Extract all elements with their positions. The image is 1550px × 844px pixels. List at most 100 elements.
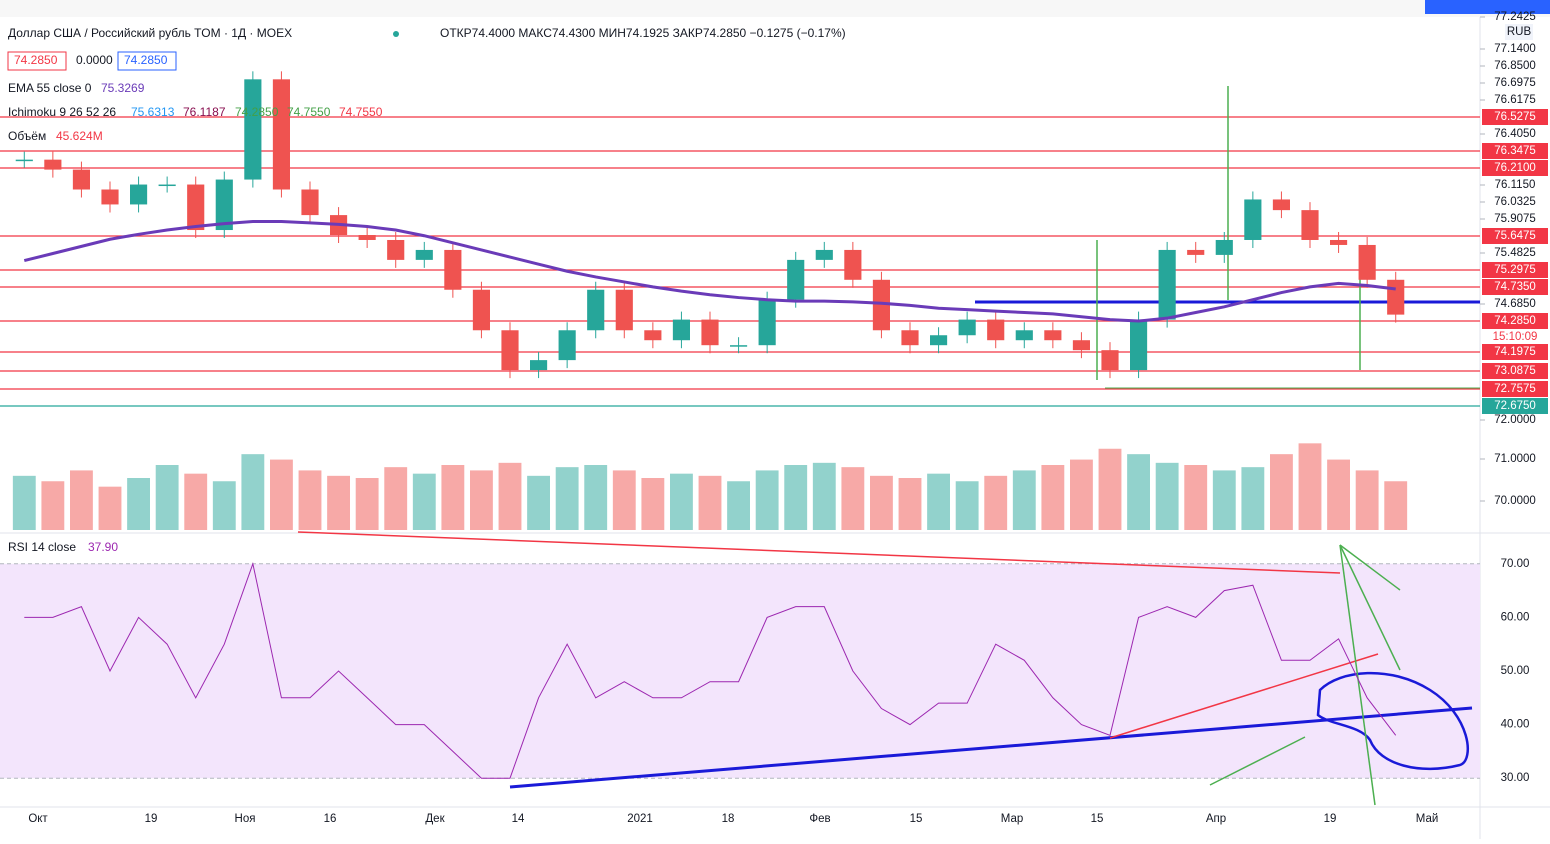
volume-bar <box>812 462 836 530</box>
trend-line[interactable] <box>1109 653 1379 739</box>
price-box <box>7 51 67 71</box>
indicator-value: 74.2850 <box>235 105 279 119</box>
candle-body <box>1130 319 1148 371</box>
x-tick-label: Май <box>1416 813 1439 825</box>
volume-bar <box>412 473 436 530</box>
candle-body <box>644 330 662 341</box>
x-tick-label: Ноя <box>235 813 256 825</box>
volume-bar <box>1270 454 1293 530</box>
indicator-label[interactable]: EMA 55 close 0 <box>8 81 92 95</box>
x-tick-label: 14 <box>512 813 525 825</box>
indicator-label[interactable]: Объём <box>8 129 46 143</box>
volume-bar <box>1298 443 1322 530</box>
fib-fan[interactable] <box>1209 736 1306 786</box>
x-tick-label: 16 <box>324 813 337 825</box>
volume-bar <box>1127 454 1150 530</box>
candle-body <box>844 249 862 280</box>
circle-drawing[interactable] <box>1316 671 1469 771</box>
indicator-value: 76.1187 <box>183 105 226 119</box>
volume-bar <box>555 467 579 530</box>
volume-bar <box>12 475 36 530</box>
volume-bar <box>127 478 150 530</box>
candle-body <box>672 319 690 341</box>
x-tick-label: 18 <box>722 813 735 825</box>
toolbar[interactable] <box>0 0 1550 17</box>
rsi-line <box>24 561 1397 779</box>
volume-bar <box>298 470 322 530</box>
price-box-text: 74.2850 <box>14 53 58 67</box>
candle-body <box>1101 350 1119 371</box>
volume-bar <box>1041 465 1065 530</box>
volume-bar <box>384 467 408 530</box>
candle-body <box>958 319 976 336</box>
candle-body <box>730 345 748 347</box>
price-tick-label: 76.5275 <box>1494 111 1536 123</box>
volume-bar <box>441 465 465 530</box>
countdown: 15:10:09 <box>1493 331 1538 343</box>
symbol-title[interactable]: Доллар США / Российский рубль TOM · 1Д ·… <box>8 26 292 40</box>
candle-body <box>1330 239 1348 245</box>
volume-bar <box>70 470 93 530</box>
indicator-label[interactable]: RSI 14 close <box>8 540 76 554</box>
indicator-label[interactable]: Ichimoku 9 26 52 26 <box>8 105 116 119</box>
x-tick-label: Апр <box>1206 813 1226 825</box>
volume-bar <box>155 465 179 530</box>
indicator-value: 75.6313 <box>131 105 175 119</box>
candle-body <box>187 184 205 231</box>
price-tick-label: 76.3475 <box>1494 145 1536 157</box>
candle-body <box>558 330 576 361</box>
candle-body <box>987 319 1005 341</box>
price-tick-label: 73.0875 <box>1494 365 1536 377</box>
ema-line <box>23 220 1396 323</box>
volume-bar <box>355 478 379 530</box>
currency-box[interactable] <box>1505 24 1533 40</box>
volume-bar <box>212 481 236 530</box>
volume-bar <box>41 481 65 530</box>
volume-bar <box>1070 459 1093 530</box>
volume-bar <box>841 467 865 530</box>
x-tick-label: Мар <box>1001 813 1024 825</box>
candle-body <box>1387 279 1405 315</box>
x-tick-label: Окт <box>28 813 48 825</box>
trend-line[interactable] <box>297 531 1341 574</box>
candle-body <box>901 330 919 346</box>
trend-line[interactable] <box>509 706 1473 789</box>
price-tick-label: 77.2425 <box>1494 11 1536 23</box>
publish-button[interactable] <box>1425 0 1550 14</box>
candle-body <box>1158 249 1176 320</box>
volume-bar <box>984 475 1008 530</box>
rsi-tick-label: 50.00 <box>1501 665 1530 677</box>
candle-body <box>1301 210 1319 240</box>
candle-body <box>587 289 605 331</box>
price-label-box <box>1482 344 1548 360</box>
price-box <box>117 51 177 71</box>
volume-bar <box>870 475 893 530</box>
candle-body <box>758 299 776 346</box>
price-tick-label: 76.0325 <box>1494 196 1536 208</box>
candle-body <box>930 335 948 346</box>
volume-bar <box>784 465 808 530</box>
fib-fan[interactable] <box>1339 544 1376 806</box>
volume-bar <box>1155 462 1179 530</box>
candle-body <box>1044 330 1062 341</box>
price-label-box <box>1482 313 1548 329</box>
indicator-value: 45.624M <box>56 129 103 143</box>
volume-bar <box>641 478 665 530</box>
candle-body <box>244 79 262 180</box>
volume-bar <box>584 465 608 530</box>
candle-body <box>301 189 319 216</box>
candle-body <box>387 239 405 260</box>
price-tick-label: 76.2100 <box>1494 162 1536 174</box>
candle-body <box>415 249 433 260</box>
volume-bar <box>327 475 350 530</box>
price-tick-label: 75.6475 <box>1494 230 1536 242</box>
fib-fan[interactable] <box>1339 544 1401 671</box>
status-dot <box>393 31 399 37</box>
candle-body <box>1272 199 1290 211</box>
price-box-text: 0.0000 <box>76 53 113 67</box>
volume-bar <box>955 481 979 530</box>
fib-fan[interactable] <box>1339 544 1401 591</box>
price-tick-label: 70.0000 <box>1494 495 1536 507</box>
rsi-tick-label: 70.00 <box>1501 558 1530 570</box>
